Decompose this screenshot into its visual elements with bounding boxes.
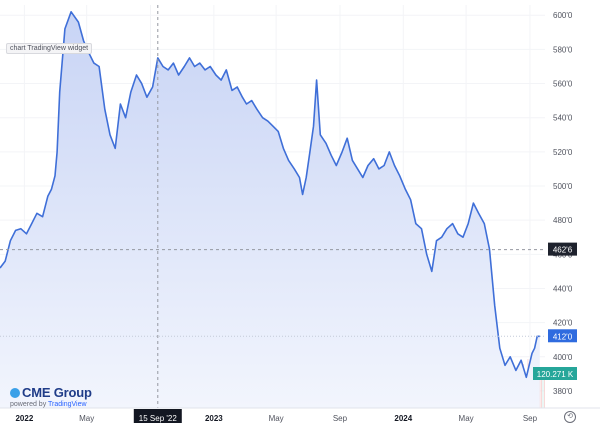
volume-tag (533, 367, 577, 380)
last-price-label: 412'0 (553, 332, 573, 341)
x-tick-label: 2024 (394, 414, 412, 423)
reset-chart-button[interactable]: ⟲ (564, 411, 576, 423)
powered-by-prefix: powered by (10, 401, 47, 408)
crosshair-date-tag (133, 409, 182, 423)
volume-bar (540, 374, 542, 408)
y-tick-label: 540'0 (553, 114, 573, 123)
crosshair-price-tag (548, 242, 577, 256)
brand-name: CME Group (22, 385, 92, 400)
powered-by: powered by TradingView (10, 401, 87, 408)
y-tick-label: 580'0 (553, 45, 573, 54)
widget-label: chart TradingView widget (6, 43, 93, 54)
y-tick-label: 520'0 (553, 148, 573, 157)
crosshair-price-label: 462'6 (553, 246, 573, 255)
y-tick-label: 600'0 (553, 11, 573, 20)
x-tick-label: 2022 (15, 414, 33, 423)
x-tick-label: May (79, 414, 94, 423)
volume-label: 120.271 K (537, 370, 574, 379)
volume-bar (543, 373, 545, 408)
y-tick-label: 480'0 (553, 216, 573, 225)
x-tick-label: May (269, 414, 284, 423)
cme-group-logo: CME Group (10, 385, 92, 400)
last-price-tag (548, 329, 577, 343)
y-tick-label: 560'0 (553, 80, 573, 89)
volume-bar (542, 377, 544, 408)
volume-bar (539, 378, 541, 408)
y-tick-label: 380'0 (553, 387, 573, 396)
x-tick-label: May (459, 414, 474, 423)
time-axis[interactable] (0, 408, 600, 433)
price-axis[interactable] (545, 0, 600, 433)
price-area-fill (0, 11, 540, 409)
tradingview-link[interactable]: TradingView (48, 401, 87, 408)
x-tick-label: Sep (333, 414, 348, 423)
x-tick-label: Sep (523, 414, 538, 423)
crosshair-date-label: 15 Sep '22 (139, 414, 178, 423)
cme-globe-icon (10, 388, 20, 398)
y-tick-label: 440'0 (553, 284, 573, 293)
y-tick-label: 500'0 (553, 182, 573, 191)
x-tick-label: 2023 (205, 414, 223, 423)
y-tick-label: 420'0 (553, 319, 573, 328)
y-tick-label: 400'0 (553, 353, 573, 362)
